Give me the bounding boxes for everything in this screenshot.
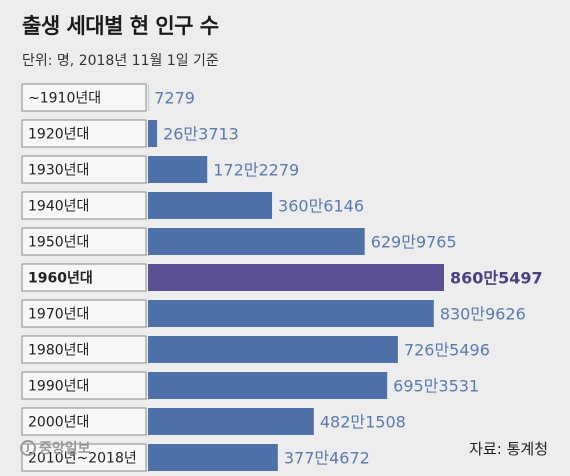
value-label: 860만5497 bbox=[450, 269, 543, 288]
category-label: 1920년대 bbox=[28, 127, 89, 143]
bar bbox=[148, 156, 207, 183]
value-label: 695만3531 bbox=[393, 377, 479, 396]
category-label: 1980년대 bbox=[28, 343, 89, 359]
bar bbox=[148, 408, 314, 435]
category-label: 1950년대 bbox=[28, 235, 89, 251]
publisher-logo: J 중앙일보 bbox=[20, 438, 91, 458]
bar bbox=[148, 372, 387, 399]
category-label: 1940년대 bbox=[28, 199, 89, 215]
category-label: 1990년대 bbox=[28, 379, 89, 395]
value-label: 830만9626 bbox=[440, 305, 526, 324]
category-label: ~1910년대 bbox=[28, 91, 101, 107]
bar bbox=[148, 120, 157, 147]
value-label: 26만3713 bbox=[163, 125, 239, 144]
category-label: 1960년대 bbox=[28, 271, 93, 287]
category-label: 1930년대 bbox=[28, 163, 89, 179]
bar bbox=[148, 444, 278, 471]
bar bbox=[148, 192, 272, 219]
logo-text: 중앙일보 bbox=[39, 438, 91, 458]
value-label: 377만4672 bbox=[284, 449, 370, 468]
bar bbox=[148, 336, 398, 363]
value-label: 172만2279 bbox=[213, 161, 299, 180]
value-label: 726만5496 bbox=[404, 341, 490, 360]
value-label: 7279 bbox=[154, 89, 195, 108]
value-label: 360만6146 bbox=[278, 197, 364, 216]
bar bbox=[148, 300, 434, 327]
bar bbox=[148, 264, 444, 291]
bar bbox=[148, 228, 365, 255]
logo-icon: J bbox=[20, 440, 36, 456]
source-note: 자료: 통계청 bbox=[469, 438, 548, 459]
category-label: 2000년대 bbox=[28, 415, 89, 431]
value-label: 482만1508 bbox=[320, 413, 406, 432]
value-label: 629만9765 bbox=[371, 233, 457, 252]
category-label: 1970년대 bbox=[28, 307, 89, 323]
